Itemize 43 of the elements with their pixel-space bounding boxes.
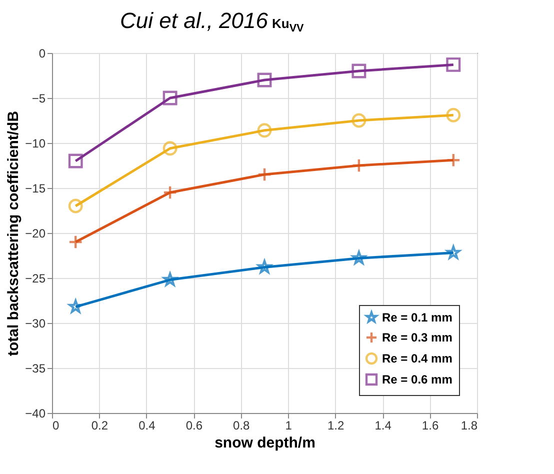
point bbox=[68, 198, 83, 214]
point bbox=[446, 152, 461, 168]
legend-label: Re = 0.6 mm bbox=[382, 372, 452, 386]
y-tick-label: −30 bbox=[25, 316, 46, 330]
x-tick-label: 1.6 bbox=[422, 418, 439, 432]
y-tick-label: −40 bbox=[25, 406, 46, 420]
point bbox=[352, 113, 366, 128]
x-tick-label: 0.2 bbox=[91, 418, 108, 432]
chart-title: Cui et al., 2016 bbox=[120, 8, 268, 33]
chart-subtitle: Ku$_{VV}$ bbox=[272, 16, 304, 35]
x-tick-label: 0 bbox=[52, 418, 60, 432]
y-tick-label: −20 bbox=[25, 226, 46, 240]
y-axis-title: total backscattering coefficient/dB bbox=[5, 110, 22, 356]
point bbox=[352, 158, 366, 173]
legend-label: Re = 0.1 mm bbox=[382, 310, 452, 324]
y-tick-label: −10 bbox=[25, 136, 46, 150]
x-tick-label: 0.4 bbox=[138, 418, 156, 432]
legend-label: Re = 0.3 mm bbox=[382, 330, 452, 344]
point bbox=[162, 185, 178, 200]
point bbox=[257, 123, 272, 138]
point bbox=[257, 167, 272, 182]
point bbox=[446, 57, 461, 72]
x-tick-label: 0.8 bbox=[233, 418, 250, 432]
point bbox=[68, 234, 83, 250]
point bbox=[352, 64, 366, 78]
y-tick-label: −5 bbox=[32, 92, 46, 106]
y-tick-label: −15 bbox=[25, 182, 46, 196]
y-tick-label: 0 bbox=[38, 46, 46, 60]
y-tick-label: −25 bbox=[25, 272, 46, 286]
legend-label: Re = 0.4 mm bbox=[382, 352, 452, 366]
y-tick-label: −35 bbox=[25, 362, 46, 376]
point bbox=[68, 154, 83, 168]
point bbox=[257, 72, 272, 88]
x-tick-label: 1.8 bbox=[460, 418, 478, 432]
x-tick-label: 0.6 bbox=[186, 418, 203, 432]
point bbox=[446, 108, 461, 122]
x-tick-label: 1.4 bbox=[374, 418, 392, 432]
point bbox=[162, 90, 178, 106]
point bbox=[258, 260, 272, 274]
x-axis-title: snow depth/m bbox=[214, 434, 316, 452]
x-tick-label: 1 bbox=[285, 418, 292, 432]
point bbox=[162, 141, 178, 156]
x-tick-label: 1.2 bbox=[327, 418, 344, 432]
